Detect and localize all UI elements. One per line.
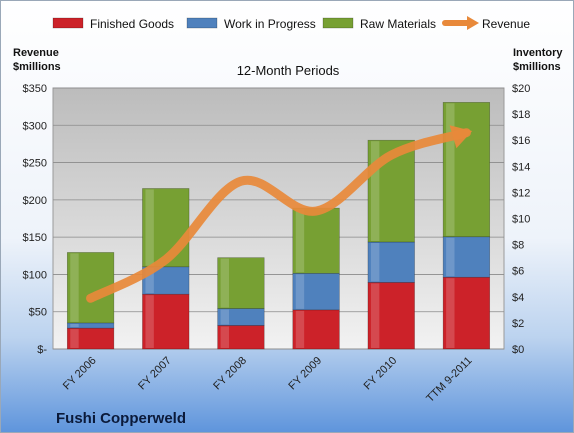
left-tick-label: $200: [23, 195, 47, 207]
category-label: FY 2008: [211, 355, 249, 393]
bar-highlight: [446, 278, 455, 348]
bar-highlight: [370, 242, 380, 282]
left-tick-label: $150: [23, 232, 47, 244]
right-tick-label: $2: [512, 318, 524, 330]
left-tick-label: $100: [23, 269, 47, 281]
bar-highlight: [70, 329, 79, 348]
plot-area: [52, 87, 505, 350]
bar-highlight: [70, 253, 79, 322]
legend-label: Work in Progress: [224, 17, 316, 31]
bar-highlight: [295, 209, 305, 273]
bar-highlight: [220, 326, 230, 348]
company-name: Fushi Copperweld: [56, 410, 186, 427]
category-label: FY 2009: [286, 355, 324, 393]
right-tick-label: $16: [512, 135, 530, 147]
left-tick-label: $50: [29, 307, 47, 319]
bar-highlight: [145, 189, 154, 266]
bar-work-in-progress: [442, 236, 491, 278]
bar-highlight: [370, 283, 380, 348]
right-tick-label: $0: [512, 344, 524, 356]
bar-highlight: [220, 258, 230, 308]
right-axis-title-line1: Inventory: [513, 47, 563, 59]
bar-work-in-progress: [367, 241, 415, 283]
line-layer: [86, 125, 473, 303]
right-tick-label: $10: [512, 214, 530, 226]
category-label: FY 2006: [61, 355, 99, 393]
category-label: FY 2007: [136, 355, 174, 393]
right-axis-ticks: $0 $2 $4 $6 $8 $10 $12 $14 $16 $18 $20: [512, 83, 530, 356]
legend-swatch-arrow: [467, 16, 479, 30]
legend-swatch: [322, 17, 354, 29]
legend: Finished Goods Work in Progress Raw Materi…: [52, 16, 530, 31]
legend-swatch: [186, 17, 218, 29]
chart-subtitle: 12-Month Periods: [237, 63, 340, 78]
bar-raw-materials: [217, 257, 265, 309]
legend-label: Finished Goods: [90, 17, 174, 31]
bar-raw-materials: [442, 102, 491, 238]
bar-highlight: [220, 309, 230, 325]
left-axis-ticks: $- $50 $100 $150 $200 $250 $300 $350: [23, 83, 48, 356]
bar-highlight: [370, 141, 380, 241]
right-tick-label: $18: [512, 109, 530, 121]
bar-highlight: [295, 310, 305, 348]
right-axis-title-line2: $millions: [513, 61, 561, 73]
bar-highlight: [70, 323, 79, 328]
category-labels: FY 2006 FY 2007 FY 2008 FY 2009 FY 2010 TTM 9…: [61, 355, 475, 405]
bar-finished-goods: [367, 282, 415, 350]
legend-swatch: [52, 17, 84, 29]
left-tick-label: $250: [23, 158, 47, 170]
category-label: FY 2010: [362, 355, 400, 393]
right-tick-label: $8: [512, 240, 524, 252]
bar-finished-goods: [442, 276, 491, 350]
right-tick-label: $14: [512, 161, 530, 173]
left-axis-title-line2: $millions: [13, 61, 61, 73]
bar-highlight: [446, 237, 455, 277]
legend-label: Raw Materials: [360, 17, 436, 31]
right-tick-label: $20: [512, 83, 530, 95]
left-axis-title-line1: Revenue: [13, 47, 59, 59]
right-tick-label: $12: [512, 187, 530, 199]
left-tick-label: $350: [23, 83, 47, 95]
legend-label: Revenue: [482, 17, 530, 31]
bar-highlight: [446, 103, 455, 236]
revenue-line: [86, 128, 471, 303]
bar-highlight: [295, 274, 305, 309]
right-tick-label: $6: [512, 266, 524, 278]
bar-highlight: [145, 267, 154, 294]
bar-work-in-progress: [292, 273, 340, 311]
revenue-arrowhead: [449, 125, 473, 149]
left-tick-label: $300: [23, 120, 47, 132]
bar-raw-materials: [292, 207, 340, 274]
bar-work-in-progress: [217, 308, 265, 326]
left-tick-label: $-: [37, 344, 47, 356]
right-tick-label: $4: [512, 292, 524, 304]
bar-highlight: [145, 295, 154, 348]
category-label: TTM 9-2011: [424, 355, 474, 405]
bar-finished-goods: [292, 309, 340, 350]
